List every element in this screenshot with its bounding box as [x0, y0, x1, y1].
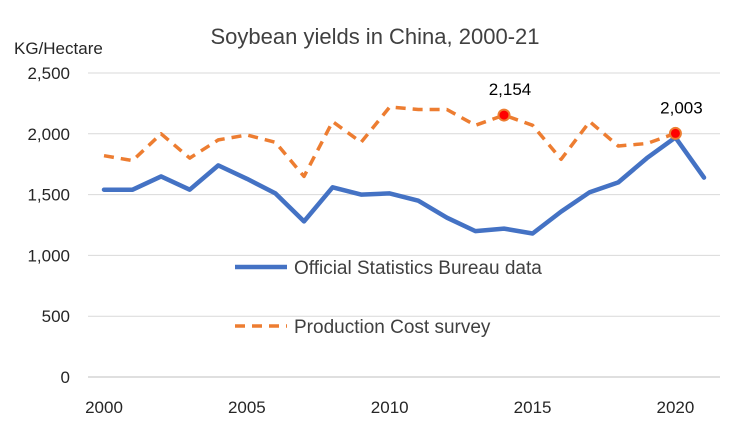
y-tick-label: 500: [42, 307, 70, 326]
legend-label: Production Cost survey: [294, 317, 491, 338]
chart-title: Soybean yields in China, 2000-21: [210, 24, 539, 49]
y-tick-label: 2,500: [27, 64, 70, 83]
point-label: 2,003: [660, 98, 703, 117]
data-annotations: 2,154 2,003: [489, 80, 703, 140]
y-axis-label: KG/Hectare: [14, 39, 103, 58]
highlight-point: [497, 108, 511, 122]
series-line-official: [101, 135, 707, 236]
legend: Official Statistics Bureau data Productio…: [235, 258, 542, 338]
x-tick-label: 2005: [228, 398, 266, 417]
y-tick-label: 1,000: [27, 246, 70, 265]
x-tick-label: 2015: [514, 398, 552, 417]
x-tick-label: 2000: [85, 398, 123, 417]
y-axis-ticks: 0 500 1,000 1,500 2,000 2,500: [27, 64, 70, 387]
y-tick-label: 2,000: [27, 125, 70, 144]
x-tick-label: 2020: [657, 398, 695, 417]
y-tick-label: 0: [61, 368, 70, 387]
highlight-point: [668, 126, 682, 140]
x-tick-label: 2010: [371, 398, 409, 417]
series-line-survey: [103, 105, 676, 179]
legend-label: Official Statistics Bureau data: [294, 258, 542, 279]
point-label: 2,154: [489, 80, 532, 99]
y-tick-label: 1,500: [27, 186, 70, 205]
gridlines: [88, 72, 720, 378]
data-series: [101, 105, 707, 236]
x-axis-ticks: 2000 2005 2010 2015 2020: [85, 398, 694, 417]
